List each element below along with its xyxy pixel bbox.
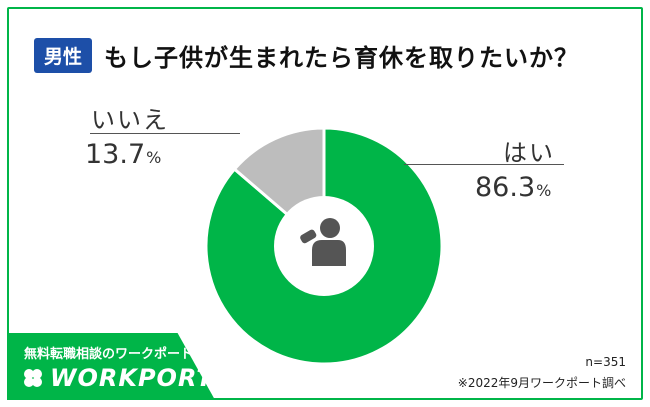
chart-header: 男性 もし子供が生まれたら育休を取りたいか？ — [34, 37, 580, 73]
chart-title: もし子供が生まれたら育休を取りたいか？ — [104, 43, 580, 72]
sample-size: n=351 — [585, 355, 626, 369]
value-no: 13.7% — [85, 139, 162, 170]
leader-line-yes — [404, 164, 564, 165]
gender-badge: 男性 — [34, 37, 93, 73]
brand-band — [7, 333, 215, 400]
label-yes: はい — [503, 139, 555, 167]
brand-tagline: 無料転職相談のワークポート — [24, 347, 194, 362]
value-yes: 86.3% — [475, 172, 552, 203]
chart-frame — [7, 7, 643, 400]
parent-feeding-baby-icon — [300, 218, 346, 266]
clover-logo-icon — [24, 369, 42, 387]
brand-name: WORKPORT — [50, 364, 214, 392]
leader-line-no — [90, 133, 240, 134]
brand-logo: WORKPORT — [22, 364, 214, 392]
source-note: ※2022年9月ワークポート調べ — [457, 376, 626, 390]
label-no: いいえ — [91, 106, 169, 134]
